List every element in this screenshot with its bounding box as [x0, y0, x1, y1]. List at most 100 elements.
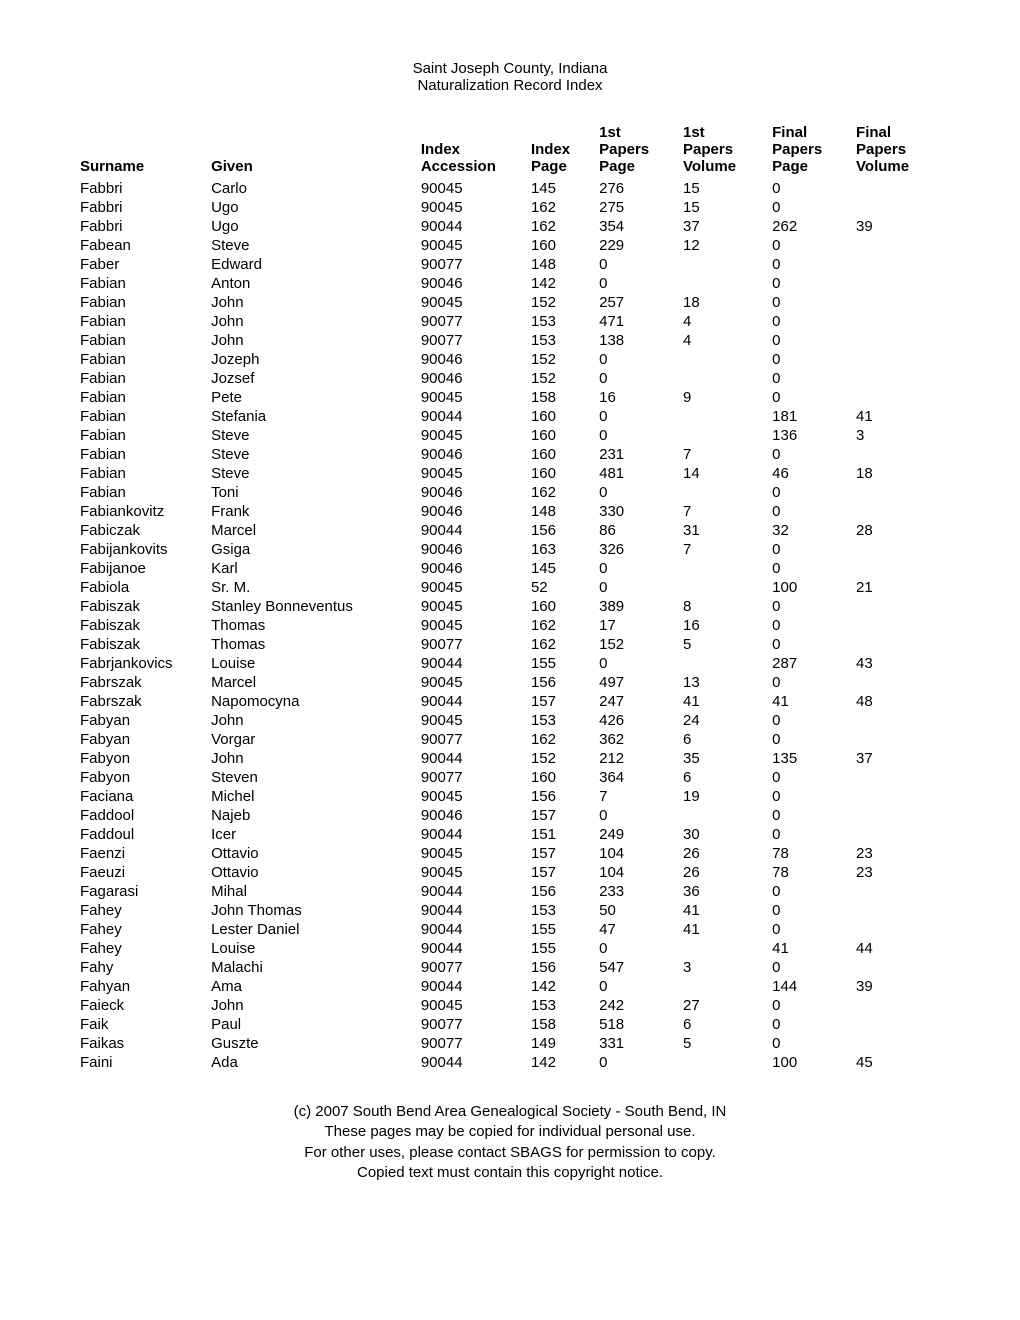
cell-fppage: 231	[599, 445, 683, 464]
cell-fnvol	[856, 882, 940, 901]
cell-ipage: 153	[531, 312, 599, 331]
cell-fnpage: 0	[772, 559, 856, 578]
cell-surname: Fahy	[80, 958, 211, 977]
table-row: FabianJohn9007715347140	[80, 312, 940, 331]
cell-ipage: 153	[531, 711, 599, 730]
cell-fnpage: 78	[772, 863, 856, 882]
cell-acc: 90044	[421, 882, 531, 901]
cell-ipage: 152	[531, 369, 599, 388]
cell-surname: Fagarasi	[80, 882, 211, 901]
cell-surname: Fabiczak	[80, 521, 211, 540]
cell-fppage: 0	[599, 806, 683, 825]
cell-surname: Fabyon	[80, 768, 211, 787]
cell-fnvol	[856, 996, 940, 1015]
cell-acc: 90044	[421, 977, 531, 996]
cell-fnpage: 0	[772, 825, 856, 844]
cell-given: Najeb	[211, 806, 421, 825]
cell-surname: Fabian	[80, 350, 211, 369]
cell-fnpage: 262	[772, 217, 856, 236]
table-row: FabbriUgo90045162275150	[80, 198, 940, 217]
table-row: FaddoolNajeb9004615700	[80, 806, 940, 825]
table-row: FabiszakThomas9007716215250	[80, 635, 940, 654]
cell-fpvol: 5	[683, 635, 772, 654]
table-body: FabbriCarlo90045145276150FabbriUgo900451…	[80, 179, 940, 1072]
cell-given: John Thomas	[211, 901, 421, 920]
cell-fnpage: 0	[772, 350, 856, 369]
cell-acc: 90046	[421, 369, 531, 388]
cell-fnvol: 18	[856, 464, 940, 483]
cell-fpvol: 6	[683, 768, 772, 787]
cell-surname: Faieck	[80, 996, 211, 1015]
cell-surname: Fabean	[80, 236, 211, 255]
cell-fnpage: 0	[772, 255, 856, 274]
cell-fnvol	[856, 787, 940, 806]
cell-fppage: 104	[599, 863, 683, 882]
cell-fpvol	[683, 977, 772, 996]
cell-acc: 90045	[421, 293, 531, 312]
cell-ipage: 156	[531, 958, 599, 977]
cell-fnpage: 0	[772, 711, 856, 730]
cell-given: Louise	[211, 939, 421, 958]
cell-acc: 90045	[421, 464, 531, 483]
cell-fnvol: 21	[856, 578, 940, 597]
cell-fppage: 50	[599, 901, 683, 920]
cell-given: Ama	[211, 977, 421, 996]
cell-ipage: 52	[531, 578, 599, 597]
cell-fnpage: 0	[772, 179, 856, 198]
cell-fnvol: 3	[856, 426, 940, 445]
cell-ipage: 155	[531, 920, 599, 939]
cell-fppage: 389	[599, 597, 683, 616]
cell-acc: 90077	[421, 331, 531, 350]
table-row: FabianJohn9007715313840	[80, 331, 940, 350]
cell-fnvol	[856, 388, 940, 407]
cell-fpvol	[683, 274, 772, 293]
cell-ipage: 149	[531, 1034, 599, 1053]
cell-fnvol	[856, 331, 940, 350]
cell-ipage: 156	[531, 787, 599, 806]
cell-fnvol: 23	[856, 844, 940, 863]
cell-fnvol	[856, 312, 940, 331]
cell-ipage: 162	[531, 198, 599, 217]
cell-fnvol	[856, 274, 940, 293]
cell-given: Anton	[211, 274, 421, 293]
footer-line1: (c) 2007 South Bend Area Genealogical So…	[80, 1102, 940, 1122]
cell-fppage: 47	[599, 920, 683, 939]
cell-fnvol	[856, 559, 940, 578]
cell-given: Napomocyna	[211, 692, 421, 711]
cell-ipage: 152	[531, 350, 599, 369]
table-row: FabyanVorgar9007716236260	[80, 730, 940, 749]
cell-acc: 90044	[421, 749, 531, 768]
cell-fnpage: 0	[772, 920, 856, 939]
cell-fppage: 481	[599, 464, 683, 483]
cell-ipage: 158	[531, 388, 599, 407]
cell-fppage: 330	[599, 502, 683, 521]
cell-acc: 90045	[421, 616, 531, 635]
cell-acc: 90045	[421, 673, 531, 692]
cell-surname: Fabiola	[80, 578, 211, 597]
cell-given: Pete	[211, 388, 421, 407]
cell-surname: Faddool	[80, 806, 211, 825]
cell-fnvol	[856, 198, 940, 217]
cell-acc: 90045	[421, 844, 531, 863]
cell-fppage: 229	[599, 236, 683, 255]
cell-ipage: 157	[531, 692, 599, 711]
cell-surname: Fabiszak	[80, 597, 211, 616]
table-row: FabbriUgo900441623543726239	[80, 217, 940, 236]
cell-fnvol	[856, 768, 940, 787]
cell-fppage: 0	[599, 654, 683, 673]
table-row: FabianToni9004616200	[80, 483, 940, 502]
cell-fppage: 0	[599, 369, 683, 388]
cell-given: Paul	[211, 1015, 421, 1034]
table-row: FabijanoeKarl9004614500	[80, 559, 940, 578]
page-footer: (c) 2007 South Bend Area Genealogical So…	[80, 1102, 940, 1183]
cell-acc: 90046	[421, 502, 531, 521]
cell-fnpage: 41	[772, 692, 856, 711]
cell-given: Steve	[211, 464, 421, 483]
table-row: FabiankovitzFrank9004614833070	[80, 502, 940, 521]
cell-acc: 90044	[421, 825, 531, 844]
cell-fppage: 212	[599, 749, 683, 768]
cell-fnvol	[856, 1034, 940, 1053]
cell-surname: Faeuzi	[80, 863, 211, 882]
col-final-papers-volume: FinalPapersVolume	[856, 124, 940, 179]
cell-surname: Fahey	[80, 939, 211, 958]
